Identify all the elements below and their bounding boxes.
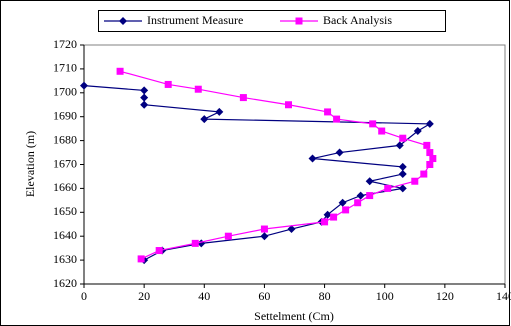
marker xyxy=(330,213,338,221)
marker xyxy=(284,101,292,109)
marker xyxy=(224,232,232,240)
marker xyxy=(356,191,365,200)
x-tick-label: 100 xyxy=(376,289,394,303)
x-tick-label: 140 xyxy=(496,289,511,303)
y-tick-label: 1720 xyxy=(53,37,77,51)
y-tick-label: 1690 xyxy=(53,108,77,122)
marker xyxy=(80,81,88,90)
marker xyxy=(395,141,404,150)
marker xyxy=(426,161,434,168)
marker xyxy=(137,255,145,263)
y-tick-label: 1670 xyxy=(53,156,77,170)
marker xyxy=(333,115,341,123)
marker xyxy=(323,210,332,219)
x-axis-label: Settelment (Cm) xyxy=(254,309,334,323)
marker xyxy=(140,93,149,102)
marker xyxy=(239,94,247,102)
marker xyxy=(365,177,374,186)
marker xyxy=(398,162,407,171)
y-tick-label: 1700 xyxy=(53,85,77,99)
y-tick-label: 1640 xyxy=(53,228,77,242)
marker xyxy=(140,100,149,109)
marker xyxy=(398,184,407,193)
y-tick-label: 1650 xyxy=(53,204,77,218)
marker xyxy=(423,141,431,149)
marker xyxy=(369,120,377,128)
x-tick-label: 120 xyxy=(436,289,454,303)
marker xyxy=(295,17,303,25)
marker xyxy=(413,127,422,136)
marker xyxy=(321,218,329,226)
marker xyxy=(338,198,347,207)
marker xyxy=(194,85,202,93)
marker xyxy=(425,119,434,128)
legend xyxy=(98,10,446,32)
y-tick-label: 1710 xyxy=(53,61,77,75)
marker xyxy=(366,192,374,200)
marker xyxy=(140,86,149,95)
marker xyxy=(378,127,386,135)
y-tick-label: 1660 xyxy=(53,180,77,194)
marker xyxy=(324,108,332,116)
marker xyxy=(398,170,407,179)
x-tick-label: 80 xyxy=(319,289,331,303)
x-tick-label: 0 xyxy=(81,289,87,303)
marker xyxy=(200,115,209,124)
marker xyxy=(429,155,437,163)
marker xyxy=(308,154,317,163)
marker xyxy=(119,17,127,25)
y-tick-label: 1620 xyxy=(53,276,77,290)
x-tick-label: 20 xyxy=(138,289,150,303)
y-tick-label: 1680 xyxy=(53,132,77,146)
legend-label: Back Analysis xyxy=(323,13,392,27)
y-tick-label: 1630 xyxy=(53,252,77,266)
marker xyxy=(155,247,163,255)
y-axis-label: Elevation (m) xyxy=(23,131,37,197)
marker xyxy=(384,184,392,192)
legend-label: Instrument Measure xyxy=(147,13,243,27)
marker xyxy=(411,177,419,185)
marker xyxy=(335,148,344,157)
x-tick-label: 60 xyxy=(258,289,270,303)
x-tick-label: 40 xyxy=(198,289,210,303)
marker xyxy=(342,206,350,214)
marker xyxy=(399,134,407,142)
marker xyxy=(426,149,434,157)
marker xyxy=(260,225,268,233)
marker xyxy=(354,199,362,207)
marker xyxy=(215,107,224,116)
marker xyxy=(191,239,199,247)
marker xyxy=(164,80,172,88)
marker xyxy=(116,67,124,75)
marker xyxy=(260,232,269,241)
marker xyxy=(420,170,428,178)
marker xyxy=(287,225,296,234)
